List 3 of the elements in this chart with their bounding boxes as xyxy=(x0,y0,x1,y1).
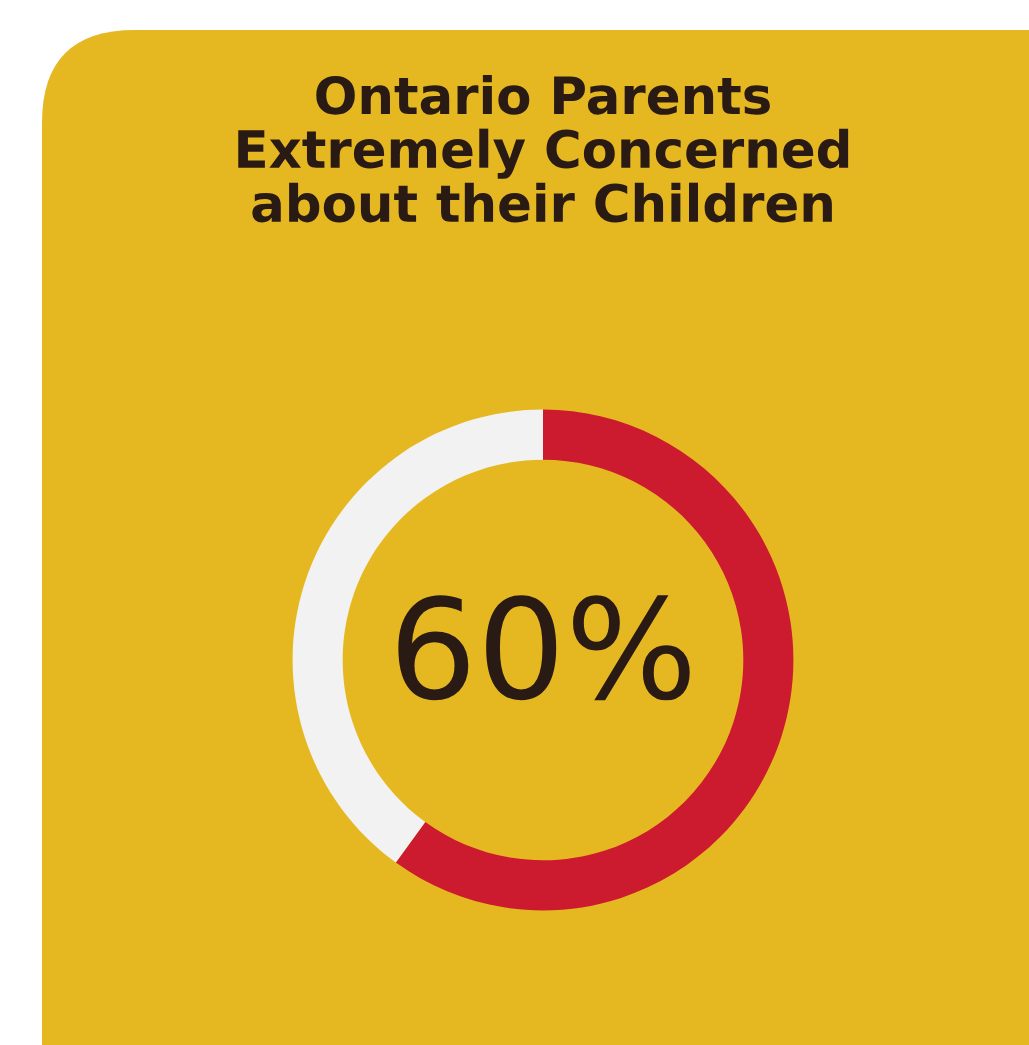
chart-title: Ontario Parents Extremely Concerned about their Children xyxy=(238,75,849,223)
donut-slice xyxy=(395,409,794,911)
text: 60% xyxy=(398,595,690,701)
